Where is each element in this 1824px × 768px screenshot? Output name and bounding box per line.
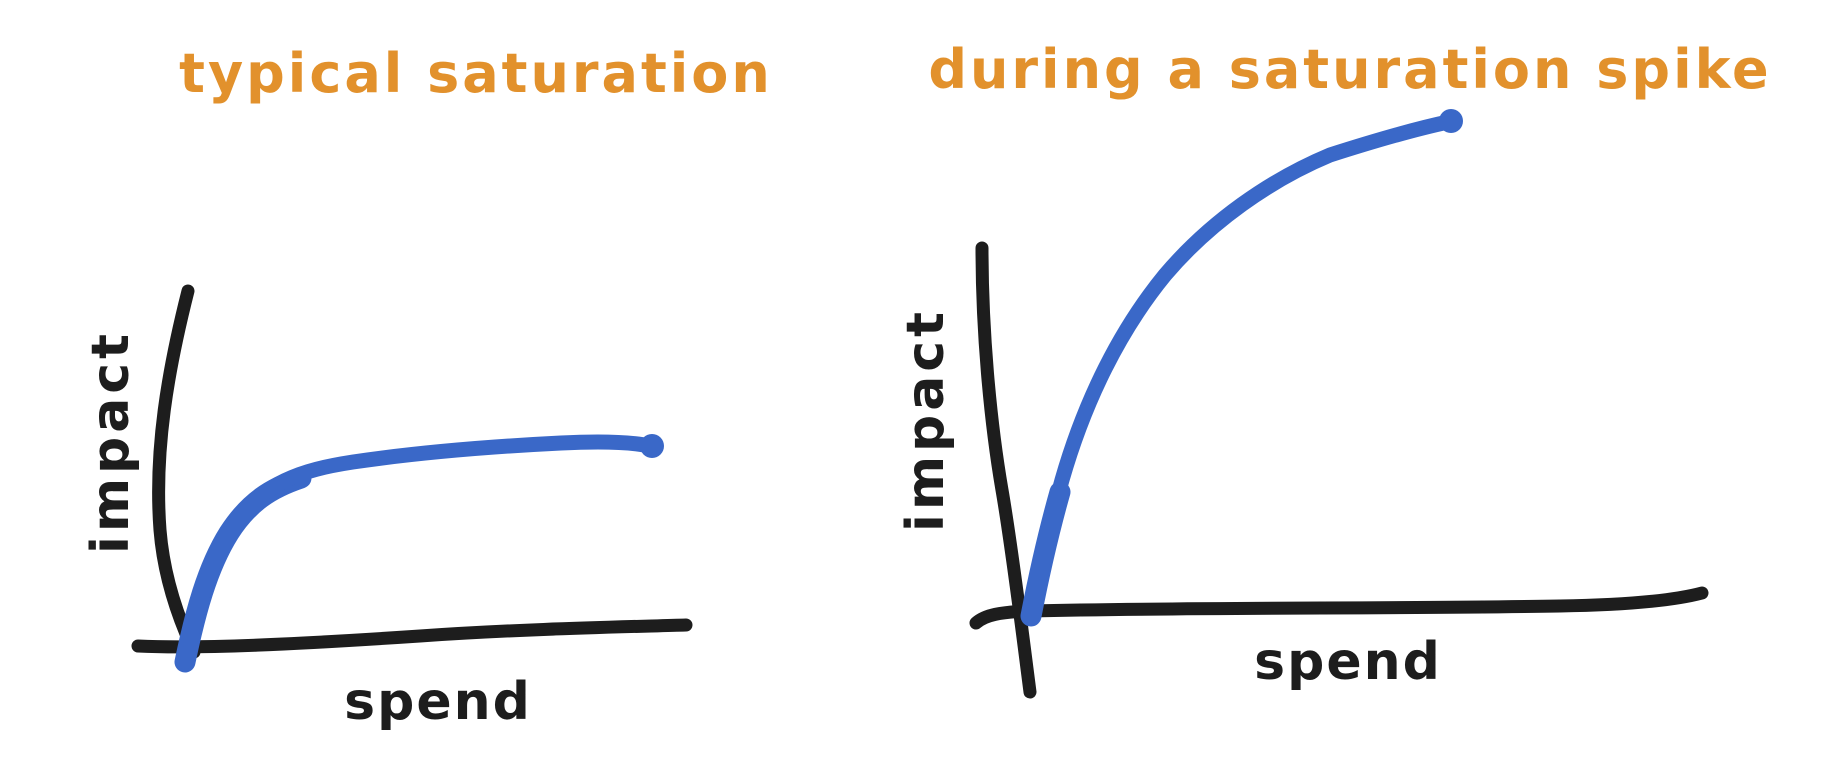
right-x-axis-label: spend [1254,632,1442,692]
left-x-axis-label: spend [344,672,532,732]
right-x-axis [969,586,1709,630]
right-chart-title: during a saturation spike [928,38,1772,101]
left-chart-axes [131,284,693,659]
right-curve-line [1023,114,1456,626]
right-y-axis-label: impact [896,307,956,533]
right-chart-axes [969,241,1709,699]
left-chart-title: typical saturation [179,42,773,105]
left-curve [174,434,664,673]
left-y-axis [152,284,201,659]
left-curve-end-dot [640,434,664,458]
right-curve [1020,109,1463,627]
left-y-axis-label: impact [81,329,141,555]
right-curve-end-dot [1439,109,1463,133]
left-x-axis [131,618,693,654]
right-y-axis [975,241,1037,699]
left-curve-line [177,434,658,670]
